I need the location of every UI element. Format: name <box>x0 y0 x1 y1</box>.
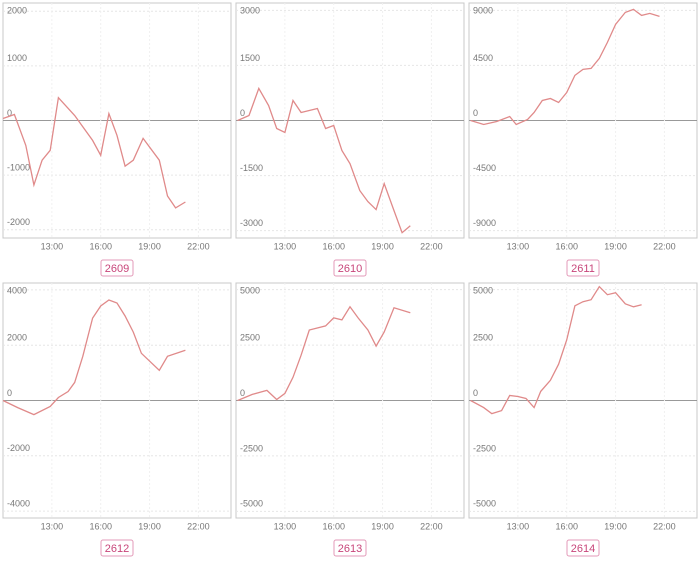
x-tick-label: 19:00 <box>371 241 394 251</box>
x-tick-label: 22:00 <box>653 241 676 251</box>
chart-title[interactable]: 2613 <box>338 543 362 555</box>
chart-tag[interactable] <box>333 259 367 277</box>
y-tick-label: -4500 <box>473 163 496 173</box>
y-tick-label: 5000 <box>473 285 493 295</box>
y-tick-label: -5000 <box>473 499 496 509</box>
y-tick-label: 2500 <box>240 332 260 342</box>
y-tick-label: 5000 <box>240 285 260 295</box>
chart-tag[interactable] <box>100 259 134 277</box>
x-tick-label: 19:00 <box>604 521 627 531</box>
y-tick-label: -2500 <box>473 443 496 453</box>
x-tick-label: 13:00 <box>274 241 297 251</box>
y-tick-label: 0 <box>473 388 478 398</box>
y-tick-label: -4000 <box>7 498 30 508</box>
x-tick-label: 16:00 <box>555 521 578 531</box>
data-line <box>237 305 411 402</box>
x-tick-label: 19:00 <box>371 521 394 531</box>
data-line <box>237 86 411 234</box>
x-tick-label: 22:00 <box>420 241 443 251</box>
x-tick-label: 13:00 <box>41 241 64 251</box>
y-tick-label: 4000 <box>7 285 27 295</box>
y-tick-label: -9000 <box>473 218 496 228</box>
x-tick-label: 22:00 <box>187 241 210 251</box>
y-tick-label: 4500 <box>473 53 493 63</box>
data-line <box>2 299 186 416</box>
y-tick-label: 2000 <box>7 333 27 343</box>
x-tick-label: 16:00 <box>322 521 345 531</box>
chart-tag[interactable] <box>333 539 367 557</box>
x-tick-label: 16:00 <box>555 241 578 251</box>
chart-tag[interactable] <box>566 259 600 277</box>
chart-tag[interactable] <box>566 539 600 557</box>
x-tick-label: 16:00 <box>322 241 345 251</box>
y-tick-label: -1000 <box>7 163 30 173</box>
y-tick-label: 0 <box>7 388 12 398</box>
chart-title[interactable]: 2611 <box>571 263 595 275</box>
y-tick-label: 1000 <box>7 53 27 63</box>
x-tick-label: 22:00 <box>420 521 443 531</box>
x-tick-label: 22:00 <box>187 521 210 531</box>
y-tick-label: -2000 <box>7 443 30 453</box>
chart-tag[interactable] <box>100 539 134 557</box>
y-tick-label: 0 <box>7 108 12 118</box>
y-tick-label: -3000 <box>240 218 263 228</box>
y-tick-label: 0 <box>240 388 245 398</box>
y-tick-label: 2500 <box>473 332 493 342</box>
chart-title[interactable]: 2609 <box>105 263 129 275</box>
chart-title[interactable]: 2612 <box>105 543 129 555</box>
data-line <box>470 8 660 126</box>
y-tick-label: 0 <box>473 108 478 118</box>
data-line <box>2 96 186 209</box>
x-tick-label: 16:00 <box>89 521 112 531</box>
x-tick-label: 16:00 <box>89 241 112 251</box>
data-line <box>470 285 642 415</box>
chart-title[interactable]: 2614 <box>571 543 595 555</box>
y-tick-label: -2500 <box>240 443 263 453</box>
y-tick-label: 9000 <box>473 5 493 15</box>
y-tick-label: -2000 <box>7 217 30 227</box>
y-tick-label: 2000 <box>7 5 27 15</box>
x-tick-label: 13:00 <box>41 521 64 531</box>
y-tick-label: -1500 <box>240 163 263 173</box>
chart-title[interactable]: 2610 <box>338 263 362 275</box>
y-tick-label: -5000 <box>240 499 263 509</box>
y-tick-label: 0 <box>240 108 245 118</box>
x-tick-label: 19:00 <box>138 241 161 251</box>
x-tick-label: 22:00 <box>653 521 676 531</box>
x-tick-label: 19:00 <box>138 521 161 531</box>
x-tick-label: 13:00 <box>507 521 530 531</box>
y-tick-label: 1500 <box>240 53 260 63</box>
x-tick-label: 13:00 <box>507 241 530 251</box>
y-tick-label: 3000 <box>240 5 260 15</box>
x-tick-label: 19:00 <box>604 241 627 251</box>
x-tick-label: 13:00 <box>274 521 297 531</box>
